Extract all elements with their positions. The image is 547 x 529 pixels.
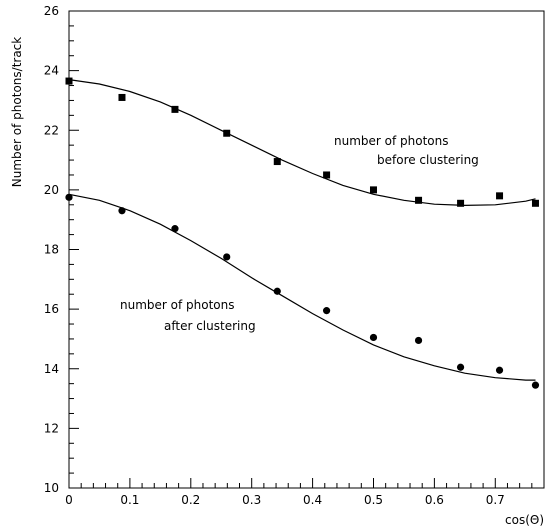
data-point-square [223, 129, 231, 137]
x-tick-label: 0 [65, 493, 73, 507]
y-tick-label: 20 [44, 183, 59, 197]
annotation-before-line1: number of photons [334, 134, 449, 148]
plot-frame [68, 10, 545, 489]
x-tick-labels: 0 0.1 0.2 0.3 0.4 0.5 0.6 0.7 [65, 493, 505, 507]
x-tick-label: 0.2 [181, 493, 200, 507]
annotation-before-line2: before clustering [377, 153, 479, 167]
data-point-square [457, 199, 465, 207]
y-tick-label: 22 [44, 123, 59, 137]
y-tick-label: 26 [44, 4, 59, 18]
x-tick-label: 0.7 [486, 493, 505, 507]
data-point-circle [118, 207, 126, 215]
data-point-circle [414, 336, 423, 345]
y-axis-label: Number of photons/track [10, 37, 24, 188]
data-points [65, 77, 540, 389]
y-tick-labels: 10 12 14 16 18 20 22 24 26 [44, 4, 59, 495]
x-axis-label: cos(Θ) [505, 513, 544, 527]
y-tick-label: 24 [44, 64, 59, 78]
x-tick-label: 0.1 [120, 493, 139, 507]
y-tick-label: 10 [44, 481, 59, 495]
data-point-square [171, 105, 179, 113]
y-tick-label: 18 [44, 243, 59, 257]
data-point-square [323, 171, 331, 179]
annotation-after-line1: number of photons [120, 298, 235, 312]
x-tick-label: 0.5 [364, 493, 383, 507]
fit-curve-1 [68, 79, 536, 207]
fit-curves [68, 79, 536, 381]
data-point-square [65, 77, 73, 85]
y-tick-label: 14 [44, 362, 59, 376]
axis-ticks [68, 10, 545, 489]
axes-frame [68, 10, 545, 489]
x-tick-label: 0.4 [303, 493, 322, 507]
annotation-after-line2: after clustering [164, 319, 256, 333]
data-point-square [273, 158, 281, 166]
y-tick-label: 16 [44, 302, 59, 316]
x-tick-label: 0.6 [425, 493, 444, 507]
fit-curve-2 [68, 193, 536, 381]
data-point-circle [456, 363, 465, 371]
data-point-circle [322, 307, 331, 315]
data-point-square [415, 196, 423, 204]
data-point-circle [171, 225, 179, 233]
data-point-circle [495, 366, 504, 374]
data-point-circle [369, 333, 378, 342]
data-point-square [496, 192, 504, 200]
data-point-circle [531, 381, 540, 389]
data-point-square [118, 93, 126, 101]
data-point-square [369, 186, 377, 194]
y-tick-label: 12 [44, 421, 59, 435]
data-point-square [531, 199, 539, 207]
data-point-circle [65, 193, 73, 201]
data-point-circle [223, 253, 231, 261]
data-point-circle [273, 287, 281, 295]
x-tick-label: 0.3 [242, 493, 261, 507]
